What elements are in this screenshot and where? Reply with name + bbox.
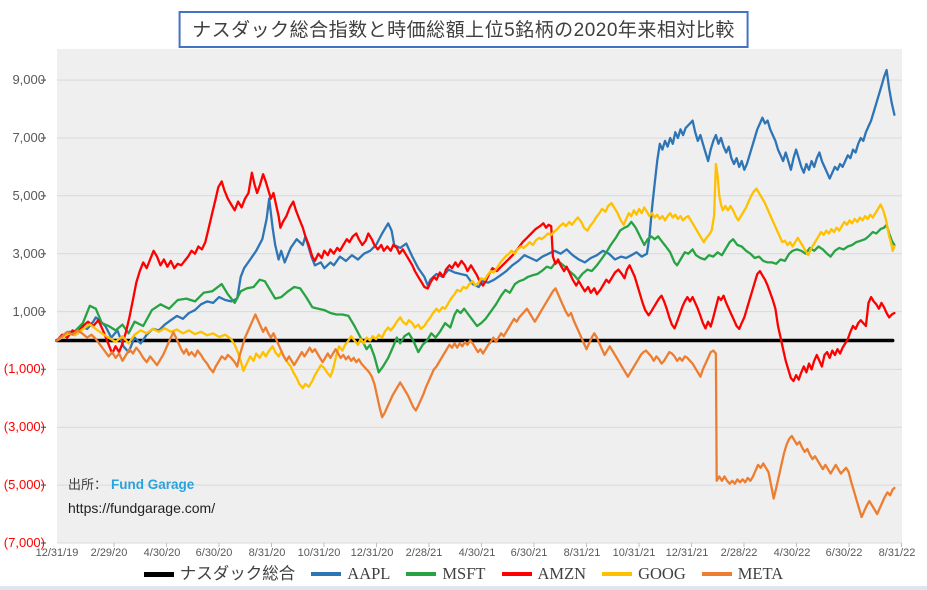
y-axis-label: 5,000 <box>12 188 45 203</box>
y-axis-label: 3,000 <box>12 246 45 261</box>
legend-label: MSFT <box>442 564 486 583</box>
bottom-strip <box>0 586 927 590</box>
chart-title: ナスダック総合指数と時価総額上位5銘柄の2020年来相対比較 <box>178 11 749 48</box>
y-axis-label: 1,000 <box>12 304 45 319</box>
x-axis-label: 4/30/22 <box>773 547 811 559</box>
y-axis-label: 9,000 <box>12 72 45 87</box>
source-note: 出所： Fund Garage https://fundgarage.com/ <box>68 474 215 516</box>
legend-swatch <box>501 572 532 576</box>
chart-legend: ナスダック総合 AAPL MSFT AMZN GOOG META <box>0 562 927 586</box>
x-axis-label: 2/28/22 <box>720 547 758 559</box>
x-axis-label: 10/31/21 <box>612 547 656 559</box>
legend-swatch <box>602 572 633 576</box>
legend-swatch <box>311 572 342 576</box>
y-axis-label: (5,000) <box>3 477 45 492</box>
x-axis-label: 4/30/21 <box>458 547 496 559</box>
legend-swatch <box>143 571 174 577</box>
legend-label: AMZN <box>537 564 587 583</box>
legend-label: META <box>737 564 784 583</box>
x-axis-label: 6/30/20 <box>195 547 233 559</box>
series-line-aapl <box>55 68 896 354</box>
x-axis-label: 6/30/22 <box>825 547 863 559</box>
series-line-meta <box>55 287 896 519</box>
x-axis-label: 12/31/20 <box>350 547 394 559</box>
y-axis-label: (7,000) <box>3 535 45 550</box>
series-line-amzn <box>55 171 896 383</box>
legend-label: GOOG <box>638 564 686 583</box>
legend-item-meta: META <box>701 563 784 585</box>
source-url: https://fundgarage.com/ <box>68 500 216 516</box>
x-axis-label: 10/31/20 <box>297 547 341 559</box>
x-axis-label: 2/28/21 <box>405 547 443 559</box>
legend-item-nasdaq: ナスダック総合 <box>143 563 296 585</box>
legend-item-goog: GOOG <box>602 563 686 585</box>
x-axis-label: 2/29/20 <box>90 547 128 559</box>
x-axis-label: 8/31/21 <box>563 547 601 559</box>
legend-item-msft: MSFT <box>406 563 486 585</box>
legend-swatch <box>406 572 437 576</box>
legend-label: ナスダック総合 <box>179 564 296 583</box>
x-axis-label: 6/30/21 <box>510 547 548 559</box>
source-line: 出所： Fund Garage <box>68 474 215 493</box>
plot-area <box>57 49 902 543</box>
series-line-msft <box>55 220 896 374</box>
source-name: Fund Garage <box>111 477 195 492</box>
source-prefix: 出所： <box>68 477 108 492</box>
x-axis-label: 4/30/20 <box>143 547 181 559</box>
legend-item-aapl: AAPL <box>311 563 390 585</box>
legend-swatch <box>701 572 732 576</box>
legend-label: AAPL <box>347 564 391 583</box>
y-axis-label: (1,000) <box>3 361 45 376</box>
x-axis-label: 12/31/21 <box>665 547 709 559</box>
y-axis-label: (3,000) <box>3 419 45 434</box>
x-axis-label: 8/31/22 <box>878 547 916 559</box>
y-axis-label: 7,000 <box>12 130 45 145</box>
x-axis-label: 12/31/19 <box>35 547 79 559</box>
legend-item-amzn: AMZN <box>501 563 587 585</box>
x-axis-label: 8/31/20 <box>248 547 286 559</box>
